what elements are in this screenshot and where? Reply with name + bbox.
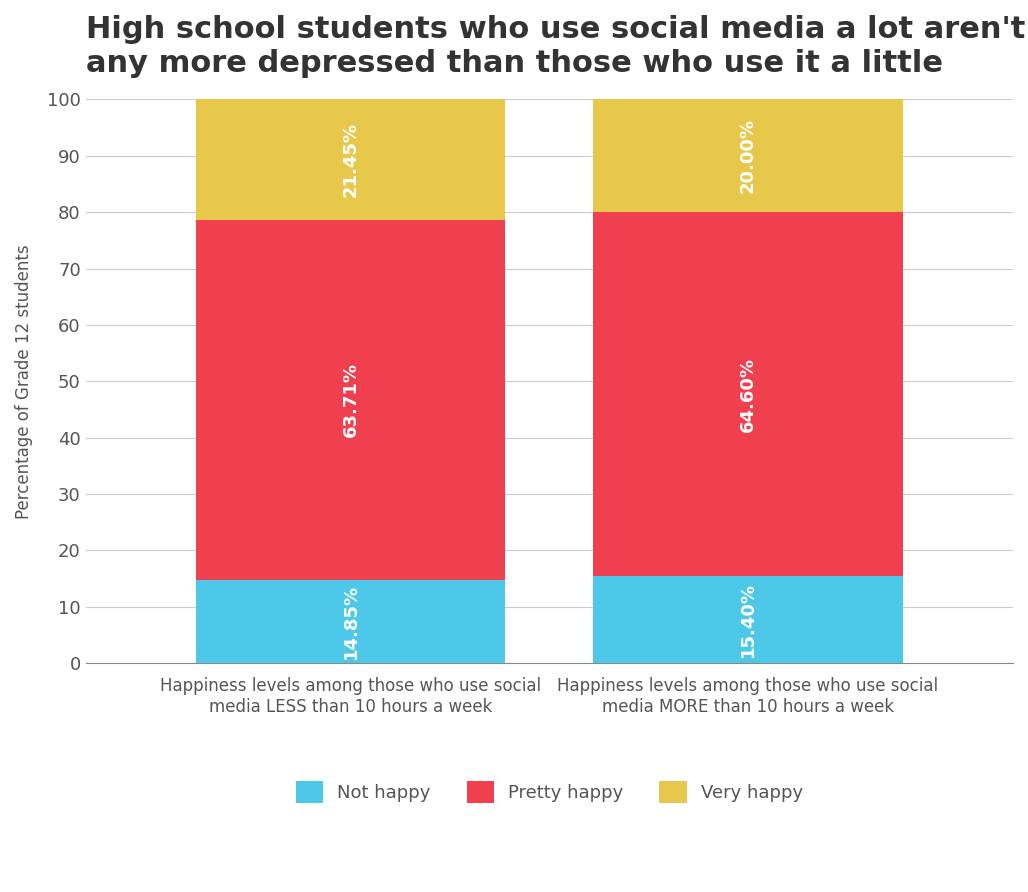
Text: 14.85%: 14.85%	[341, 584, 360, 659]
Text: 21.45%: 21.45%	[341, 122, 360, 197]
Bar	[593, 576, 903, 664]
Text: High school students who use social media a lot aren't
any more depressed than t: High school students who use social medi…	[85, 15, 1025, 78]
Text: 63.71%: 63.71%	[341, 362, 360, 437]
Bar	[593, 212, 903, 576]
Y-axis label: Percentage of Grade 12 students: Percentage of Grade 12 students	[15, 244, 33, 518]
Bar	[196, 99, 505, 220]
Legend: Not happy, Pretty happy, Very happy: Not happy, Pretty happy, Very happy	[288, 773, 810, 810]
Bar	[196, 220, 505, 580]
Text: 64.60%: 64.60%	[739, 357, 757, 432]
Bar	[196, 580, 505, 664]
Text: 20.00%: 20.00%	[739, 119, 757, 194]
Text: 15.40%: 15.40%	[739, 582, 757, 657]
Bar	[593, 99, 903, 212]
